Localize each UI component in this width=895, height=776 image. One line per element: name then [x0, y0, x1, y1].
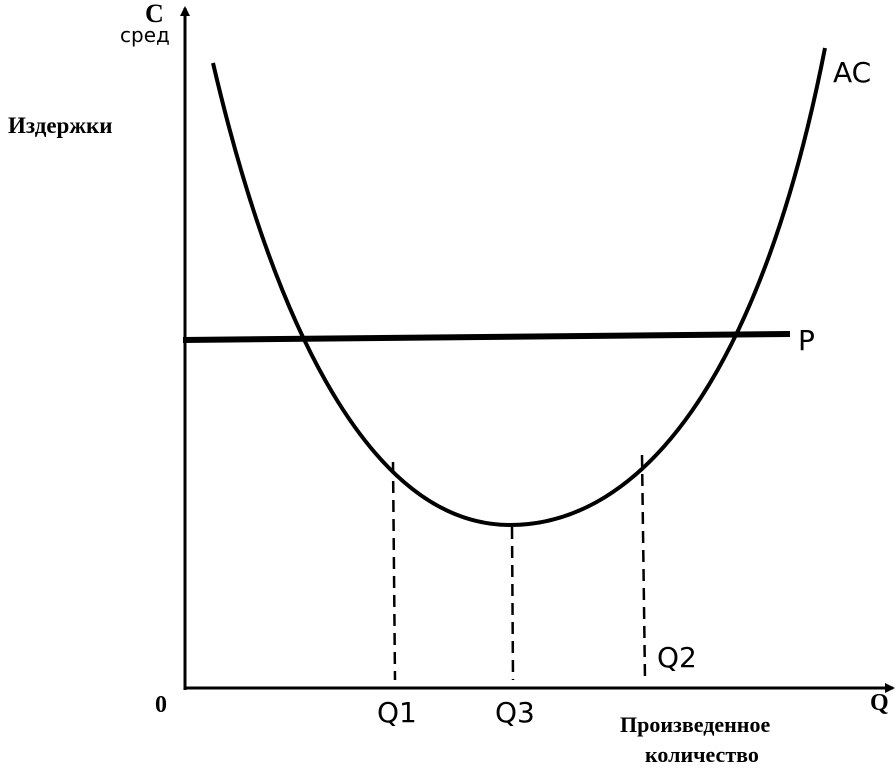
- quantity-label: Q2: [657, 641, 697, 674]
- y-label: Издержки: [8, 113, 113, 138]
- q2-dash: [640, 454, 647, 681]
- x-symbol: Q: [870, 690, 889, 716]
- q1-dash: [391, 461, 397, 681]
- price-line: [182, 331, 791, 343]
- quantity-label: Q1: [377, 696, 417, 729]
- x-label: Произведенное: [620, 712, 770, 737]
- origin-label: 0: [155, 692, 167, 718]
- y-subscript: сред: [120, 23, 170, 47]
- x-label: количество: [645, 742, 759, 767]
- q3-dash: [510, 526, 515, 681]
- quantity-label: Q3: [495, 696, 535, 729]
- price-label: P: [798, 324, 815, 357]
- ac-curve: [211, 47, 827, 528]
- y-symbol: C: [145, 0, 164, 28]
- ac-label: AC: [833, 56, 871, 89]
